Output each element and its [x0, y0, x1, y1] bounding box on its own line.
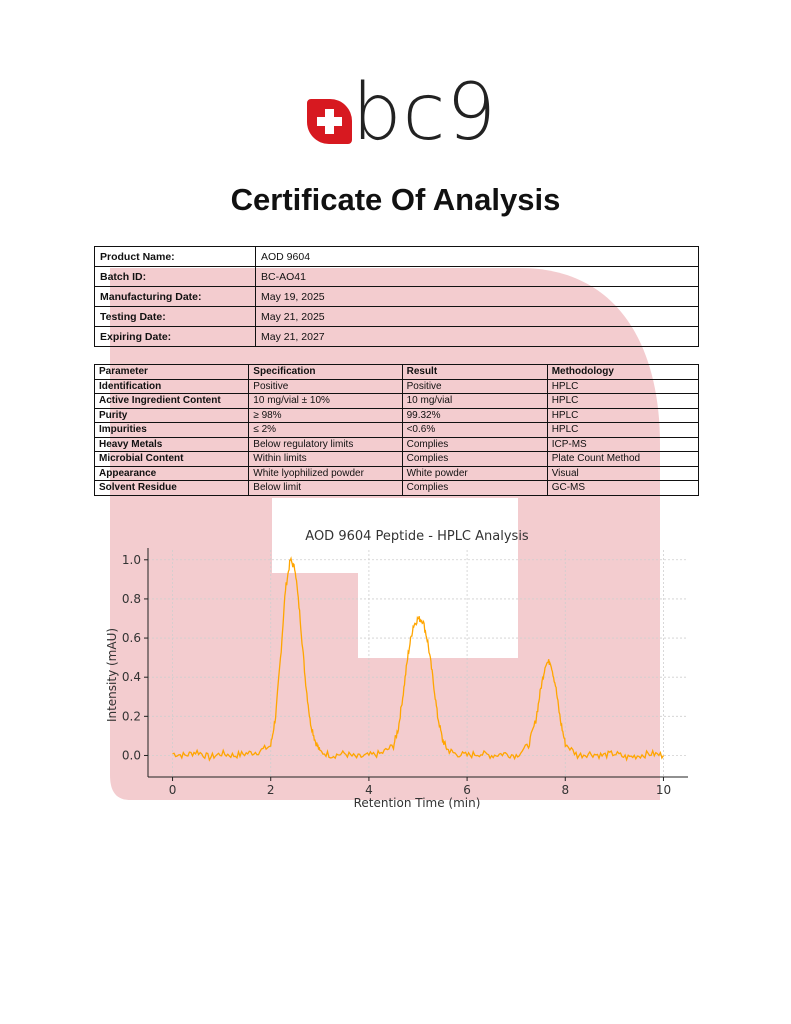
brand-logo: bc9 — [0, 74, 791, 176]
table-row: Impurities ≤ 2% <0.6% HPLC — [93, 422, 700, 438]
y-tick-label: 0.6 — [122, 631, 141, 645]
x-axis-label: Retention Time (min) — [354, 796, 481, 810]
y-tick-label: 0.8 — [122, 592, 141, 606]
table-cell: Within limits — [248, 451, 403, 467]
info-label: Batch ID: — [94, 266, 256, 287]
table-cell: HPLC — [546, 393, 700, 409]
info-row: Batch ID: BC-AO41 — [94, 266, 699, 287]
table-cell: Complies — [401, 436, 548, 452]
table-cell: Identification — [93, 378, 250, 394]
info-value: BC-AO41 — [255, 266, 699, 287]
table-row: Solvent Residue Below limit Complies GC-MS — [93, 480, 700, 496]
chromatogram-line — [172, 556, 665, 762]
x-tick-label: 0 — [169, 783, 177, 797]
info-label: Product Name: — [94, 246, 256, 267]
table-cell: Solvent Residue — [93, 480, 250, 496]
table-cell: Complies — [401, 480, 548, 496]
table-row: Microbial Content Within limits Complies Pl… — [93, 451, 700, 467]
info-label: Expiring Date: — [94, 326, 256, 347]
table-row: Purity ≥ 98% 99.32% HPLC — [93, 407, 700, 423]
x-tick-label: 4 — [365, 783, 373, 797]
product-info-table: Product Name: AOD 9604 Batch ID: BC-AO41 Man… — [94, 246, 699, 347]
table-cell: Plate Count Method — [546, 451, 700, 467]
table-cell: GC-MS — [546, 480, 700, 496]
table-cell: HPLC — [546, 378, 700, 394]
table-cell: Positive — [248, 378, 403, 394]
table-cell: Complies — [401, 451, 548, 467]
table-cell: White lyophilized powder — [248, 465, 403, 481]
table-row: Active Ingredient Content 10 mg/vial ± 10… — [93, 393, 700, 409]
x-tick-label: 8 — [561, 783, 569, 797]
hplc-chart: 0 2 4 6 8 10 0.0 0.2 0.4 0.6 0.8 1.0 AOD 9604 Pepti… — [105, 529, 688, 810]
info-label: Manufacturing Date: — [94, 286, 256, 307]
y-tick-label: 0.0 — [122, 748, 141, 762]
table-cell: Microbial Content — [93, 451, 250, 467]
column-header: Result — [401, 364, 548, 380]
x-tick-label: 2 — [267, 783, 275, 797]
x-tick-label: 10 — [656, 783, 671, 797]
column-header: Parameter — [93, 364, 250, 380]
table-cell: White powder — [401, 465, 548, 481]
info-row: Product Name: AOD 9604 — [94, 246, 699, 267]
table-cell: Below limit — [248, 480, 403, 496]
swiss-cross-icon — [307, 99, 352, 144]
table-cell: ≥ 98% — [248, 407, 403, 423]
chart-title: AOD 9604 Peptide - HPLC Analysis — [305, 529, 529, 544]
info-row: Testing Date: May 21, 2025 — [94, 306, 699, 327]
table-cell: 10 mg/vial ± 10% — [248, 393, 403, 409]
table-cell: HPLC — [546, 407, 700, 423]
table-cell: Purity — [93, 407, 250, 423]
y-tick-label: 0.4 — [122, 670, 141, 684]
table-cell: Below regulatory limits — [248, 436, 403, 452]
table-cell: 10 mg/vial — [401, 393, 548, 409]
y-axis-label: Intensity (mAU) — [105, 628, 119, 722]
table-cell: ≤ 2% — [248, 422, 403, 438]
table-cell: <0.6% — [401, 422, 548, 438]
table-cell: HPLC — [546, 422, 700, 438]
table-cell: ICP-MS — [546, 436, 700, 452]
y-tick-label: 1.0 — [122, 553, 141, 567]
info-row: Expiring Date: May 21, 2027 — [94, 326, 699, 347]
column-header: Methodology — [546, 364, 700, 380]
info-value: May 21, 2025 — [255, 306, 699, 327]
table-cell: Visual — [546, 465, 700, 481]
specification-table: Parameter Specification Result Methodology … — [93, 364, 700, 496]
table-cell: Appearance — [93, 465, 250, 481]
document-title: Certificate Of Analysis — [230, 182, 561, 217]
column-header: Specification — [248, 364, 403, 380]
table-cell: Positive — [401, 378, 548, 394]
table-cell: Impurities — [93, 422, 250, 438]
table-cell: 99.32% — [401, 407, 548, 423]
info-value: AOD 9604 — [255, 246, 699, 267]
x-tick-label: 6 — [463, 783, 471, 797]
table-row: Heavy Metals Below regulatory limits Compl… — [93, 436, 700, 452]
info-value: May 21, 2027 — [255, 326, 699, 347]
table-row: Identification Positive Positive HPLC — [93, 378, 700, 394]
info-label: Testing Date: — [94, 306, 256, 327]
y-tick-label: 0.2 — [122, 709, 141, 723]
info-value: May 19, 2025 — [255, 286, 699, 307]
table-cell: Active Ingredient Content — [93, 393, 250, 409]
brand-name: bc9 — [352, 68, 498, 158]
info-row: Manufacturing Date: May 19, 2025 — [94, 286, 699, 307]
table-row: Appearance White lyophilized powder White … — [93, 465, 700, 481]
table-cell: Heavy Metals — [93, 436, 250, 452]
